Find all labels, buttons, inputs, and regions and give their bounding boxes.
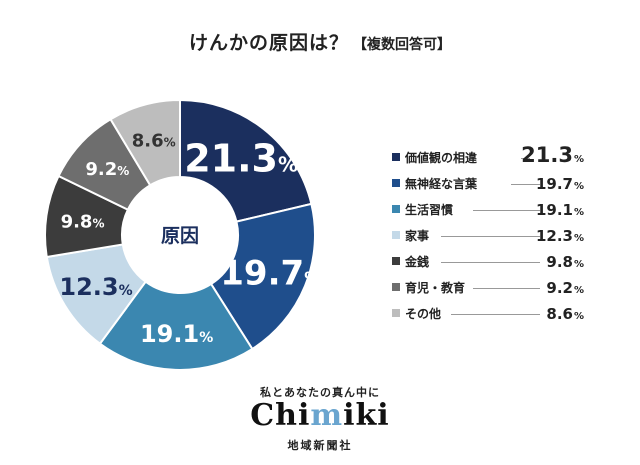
legend-leader-line [441,262,540,263]
legend-label: 家事 [405,229,430,243]
donut-center-label: 原因 [161,225,199,247]
legend-leader-line [451,314,540,315]
chart-title-sub: 【複数回答可】 [353,37,451,53]
legend-leader-line [511,184,540,185]
donut-slice-labels: 21.3% 19.7%19.1% 12.3% 9.8% 9.2%8.6% [59,131,322,349]
footer-company-name: 地域新聞社 [287,439,353,452]
slice-value-label: 9.2% [85,159,129,180]
legend-value: 19.7% [535,175,584,193]
legend-value: 21.3% [521,143,584,167]
legend-value: 12.3% [535,227,584,245]
legend-label: その他 [405,307,442,321]
legend-item: 無神経な言葉 19.7% [392,174,592,194]
brand-logo-part-c: iki [343,398,390,433]
legend-leader-line [473,288,540,289]
slice-value-label: 21.3% [184,136,298,180]
legend-leader-line [441,236,540,237]
legend-item: 家事 12.3% [392,226,592,246]
legend-item: 金銭 9.8% [392,252,592,272]
chart-title: けんかの原因は？ 【複数回答可】 [0,28,640,55]
legend-swatch [392,309,400,317]
legend-swatch [392,153,400,161]
slice-value-label: 19.7% [220,253,322,293]
brand-logo-part-b: m [310,398,344,433]
legend-swatch [392,231,400,239]
legend-swatch [392,283,400,291]
donut-chart: 原因 21.3% 19.7%19.1% 12.3% 9.8% 9.2%8.6% [44,98,322,371]
legend-label: 金銭 [405,255,430,269]
legend-swatch [392,179,400,187]
legend-item: 生活習慣 19.1% [392,200,592,220]
legend-value: 9.8% [546,253,584,271]
donut-slice [209,202,316,351]
slice-value-label: 9.8% [61,211,105,232]
legend-label: 生活習慣 [405,203,454,217]
brand-logo-part-a: Chi [250,398,311,433]
slice-value-label: 12.3% [59,273,132,301]
donut-hole [122,177,238,293]
brand-logo: Chimiki [0,398,640,433]
footer-tagline: 私とあなたの真ん中に [260,386,380,399]
legend-leader-line [521,158,530,159]
legend-item: その他 8.6% [392,304,592,324]
legend-label: 価値観の相違 [405,151,478,165]
legend-label: 育児・教育 [405,281,466,295]
legend-value: 8.6% [546,305,584,323]
legend-swatch [392,257,400,265]
chart-title-main: けんかの原因は？ [188,32,349,54]
legend-leader-line [473,210,540,211]
donut-slices [44,98,316,371]
legend-value: 9.2% [546,279,584,297]
legend-item: 価値観の相違 21.3% [392,143,592,168]
legend-item: 育児・教育 9.2% [392,278,592,298]
slice-value-label: 8.6% [132,131,176,152]
legend-swatch [392,205,400,213]
legend-label: 無神経な言葉 [405,177,478,191]
legend-value: 19.1% [535,201,584,219]
slice-value-label: 19.1% [140,320,213,348]
